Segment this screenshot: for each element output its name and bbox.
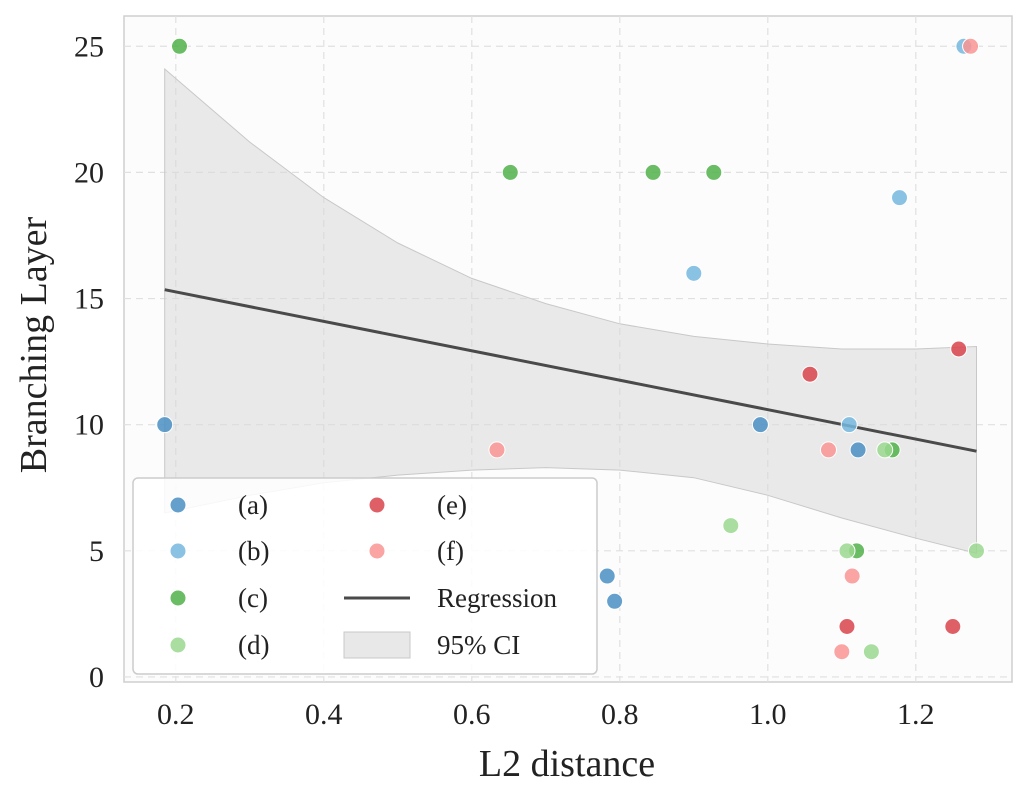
y-axis-title: Branching Layer bbox=[13, 216, 55, 473]
x-axis-title: L2 distance bbox=[479, 743, 655, 785]
point-series-6 bbox=[843, 567, 861, 585]
point-series-6 bbox=[962, 37, 980, 55]
point-series-2 bbox=[685, 264, 703, 282]
legend-marker-confidence-band bbox=[343, 631, 411, 659]
point-series-1 bbox=[598, 567, 616, 585]
point-series-2 bbox=[891, 189, 909, 207]
point-series-1 bbox=[606, 592, 624, 610]
point-series-1 bbox=[156, 416, 174, 434]
point-series-4 bbox=[862, 643, 880, 661]
y-tick-label: 0 bbox=[89, 661, 104, 694]
x-tick-label: 1.0 bbox=[749, 698, 787, 731]
point-series-1 bbox=[751, 416, 769, 434]
point-series-5 bbox=[944, 618, 962, 635]
legend-marker-series-4 bbox=[169, 636, 187, 654]
legend-marker-series-5 bbox=[368, 496, 386, 514]
point-series-3 bbox=[705, 163, 723, 181]
y-axis-ticks: 0 5 10 15 20 25 bbox=[74, 30, 104, 694]
point-series-6 bbox=[833, 643, 851, 661]
point-series-4 bbox=[722, 517, 740, 535]
points-layer bbox=[156, 37, 985, 661]
legend-label-confidence-band: 95% CI bbox=[437, 630, 520, 660]
point-series-4 bbox=[876, 441, 894, 459]
y-tick-label: 5 bbox=[89, 535, 104, 568]
legend-marker-series-2 bbox=[169, 542, 187, 560]
legend-label-series-2: (b) bbox=[238, 536, 269, 566]
point-series-3 bbox=[171, 37, 188, 55]
y-tick-label: 15 bbox=[74, 283, 104, 316]
legend-label-series-6: (f) bbox=[437, 536, 464, 566]
legend-label-series-1: (a) bbox=[238, 490, 268, 520]
x-tick-label: 1.2 bbox=[897, 698, 935, 731]
y-tick-label: 25 bbox=[74, 30, 104, 63]
legend-label-series-4: (d) bbox=[238, 630, 269, 660]
point-series-4 bbox=[838, 542, 856, 560]
point-series-6 bbox=[819, 441, 837, 459]
x-tick-label: 0.6 bbox=[453, 698, 491, 731]
x-axis-ticks: 0.2 0.4 0.6 0.8 1.0 1.2 bbox=[157, 698, 935, 731]
point-series-3 bbox=[501, 163, 519, 181]
legend-marker-series-6 bbox=[368, 542, 386, 560]
x-tick-label: 0.2 bbox=[157, 698, 195, 731]
y-tick-label: 20 bbox=[74, 156, 104, 189]
point-series-4 bbox=[967, 542, 985, 560]
point-series-2 bbox=[840, 416, 858, 434]
point-series-1 bbox=[849, 441, 867, 459]
point-series-5 bbox=[838, 618, 856, 635]
point-series-5 bbox=[950, 340, 968, 358]
legend-label-regression: Regression bbox=[437, 583, 557, 613]
point-series-3 bbox=[644, 163, 662, 181]
legend: (a) (b) (c) (d) (e) (f) Regression 95% CI bbox=[132, 477, 598, 675]
x-tick-label: 0.4 bbox=[305, 698, 343, 731]
y-tick-label: 10 bbox=[74, 409, 104, 442]
legend-box bbox=[132, 477, 598, 675]
legend-marker-series-3 bbox=[169, 589, 187, 607]
point-series-6 bbox=[488, 441, 506, 459]
point-series-5 bbox=[801, 365, 819, 383]
x-tick-label: 0.8 bbox=[601, 698, 639, 731]
legend-marker-series-1 bbox=[169, 496, 187, 514]
legend-label-series-5: (e) bbox=[437, 490, 467, 520]
legend-label-series-3: (c) bbox=[238, 583, 268, 613]
